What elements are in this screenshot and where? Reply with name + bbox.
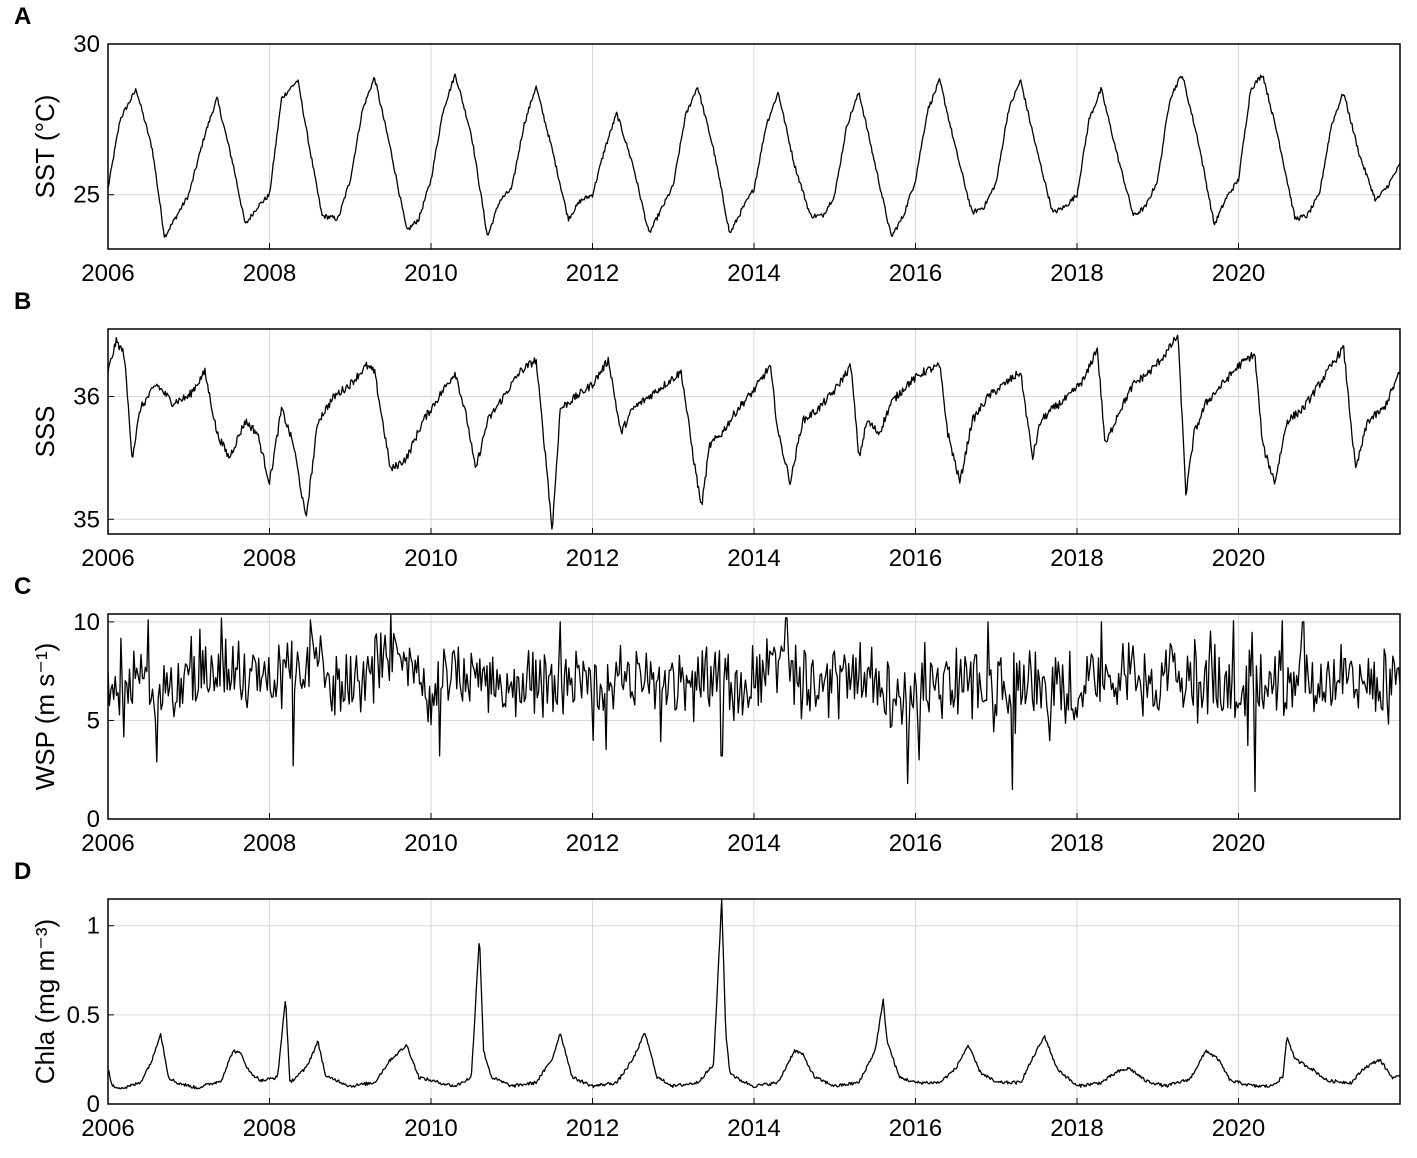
x-tick-label: 2010 bbox=[404, 830, 457, 857]
x-tick-label: 2014 bbox=[727, 545, 780, 572]
x-axis: 2006 2008 2010 2012 2014 2016 2018 2020 bbox=[81, 813, 1265, 857]
y-tick-label: 0.5 bbox=[67, 1002, 100, 1029]
x-axis: 2006 2008 2010 2012 2014 2016 2018 2020 bbox=[81, 528, 1265, 572]
y-tick-label: 25 bbox=[73, 182, 100, 209]
y-tick-label: 10 bbox=[73, 609, 100, 636]
series-line bbox=[107, 613, 1401, 793]
x-tick-label: 2018 bbox=[1050, 1115, 1103, 1142]
x-tick-label: 2012 bbox=[566, 1115, 619, 1142]
y-tick-label: 1 bbox=[87, 913, 100, 940]
x-tick-label: 2016 bbox=[889, 260, 942, 287]
y-axis-label: SSS bbox=[30, 405, 60, 457]
panel-b-sss: B SSS 2006 2008 2010 2012 2014 2016 2018 2020 35… bbox=[14, 288, 1401, 572]
x-tick-label: 2020 bbox=[1212, 260, 1265, 287]
x-tick-label: 2020 bbox=[1212, 830, 1265, 857]
y-axis: 00.51 bbox=[67, 913, 114, 1118]
x-tick-label: 2012 bbox=[566, 830, 619, 857]
panel-letter: D bbox=[14, 858, 31, 885]
x-axis: 2006 2008 2010 2012 2014 2016 2018 2020 bbox=[81, 1098, 1265, 1142]
grid bbox=[108, 899, 1400, 1105]
y-tick-label: 0 bbox=[87, 806, 100, 833]
series-line bbox=[107, 334, 1401, 530]
series-line bbox=[107, 898, 1401, 1090]
x-tick-label: 2018 bbox=[1050, 260, 1103, 287]
y-tick-label: 30 bbox=[73, 31, 100, 58]
series-line bbox=[107, 73, 1401, 238]
x-tick-label: 2006 bbox=[81, 260, 134, 287]
x-tick-label: 2016 bbox=[889, 545, 942, 572]
y-axis: 35 36 bbox=[73, 384, 114, 533]
x-axis: 2006 2008 2010 2012 2014 2016 2018 2020 bbox=[81, 243, 1265, 287]
grid bbox=[108, 614, 1400, 820]
x-tick-label: 2008 bbox=[243, 830, 296, 857]
x-tick-label: 2008 bbox=[243, 260, 296, 287]
grid bbox=[108, 43, 1400, 249]
x-tick-label: 2018 bbox=[1050, 830, 1103, 857]
y-tick-label: 5 bbox=[87, 707, 100, 734]
y-tick-label: 0 bbox=[87, 1091, 100, 1118]
panel-letter: C bbox=[14, 573, 31, 600]
grid bbox=[108, 329, 1400, 534]
x-tick-label: 2010 bbox=[404, 260, 457, 287]
x-tick-label: 2014 bbox=[727, 830, 780, 857]
x-tick-label: 2010 bbox=[404, 545, 457, 572]
y-tick-label: 35 bbox=[73, 506, 100, 533]
y-axis-label: Chla (mg m⁻³) bbox=[30, 919, 60, 1084]
x-tick-label: 2016 bbox=[889, 1115, 942, 1142]
x-tick-label: 2018 bbox=[1050, 545, 1103, 572]
x-tick-label: 2012 bbox=[566, 260, 619, 287]
x-tick-label: 2016 bbox=[889, 830, 942, 857]
y-axis-label: WSP (m s⁻¹) bbox=[30, 643, 60, 791]
panel-d-chla: D Chla (mg m⁻³) 2006 2008 2010 2012 2014 2016… bbox=[14, 858, 1401, 1142]
panel-letter: B bbox=[14, 288, 31, 315]
y-axis: 25 30 bbox=[73, 31, 114, 209]
x-tick-label: 2020 bbox=[1212, 545, 1265, 572]
y-tick-label: 36 bbox=[73, 384, 100, 411]
panel-c-wsp: C WSP (m s⁻¹) 2006 2008 2010 2012 2014 2016 20… bbox=[14, 573, 1401, 857]
panel-a-sst: A SST (°C) 2006 2008 2010 2012 2014 2016 2018 2… bbox=[14, 3, 1401, 287]
x-tick-label: 2010 bbox=[404, 1115, 457, 1142]
x-tick-label: 2006 bbox=[81, 830, 134, 857]
x-tick-label: 2014 bbox=[727, 260, 780, 287]
x-tick-label: 2012 bbox=[566, 545, 619, 572]
panel-letter: A bbox=[14, 3, 31, 30]
x-tick-label: 2020 bbox=[1212, 1115, 1265, 1142]
x-tick-label: 2006 bbox=[81, 1115, 134, 1142]
x-tick-label: 2008 bbox=[243, 545, 296, 572]
y-axis: 0 5 10 bbox=[73, 609, 114, 833]
x-tick-label: 2014 bbox=[727, 1115, 780, 1142]
x-tick-label: 2008 bbox=[243, 1115, 296, 1142]
x-tick-label: 2006 bbox=[81, 545, 134, 572]
y-axis-label: SST (°C) bbox=[30, 95, 60, 199]
